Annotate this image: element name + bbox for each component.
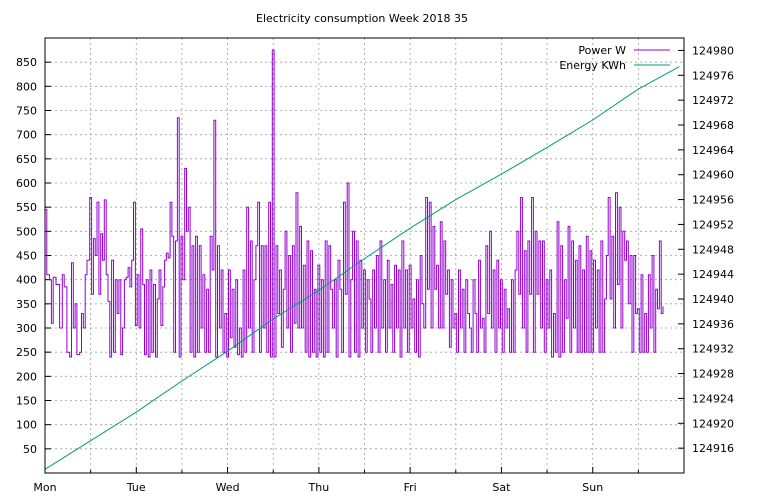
x-tick-label: Sat (492, 481, 511, 494)
y-right-tick-label: 124948 (692, 243, 734, 256)
y-right-tick-label: 124940 (692, 293, 734, 306)
y-left-tick-label: 350 (16, 298, 37, 311)
y-right-tick-label: 124972 (692, 94, 734, 107)
y-right-tick-label: 124952 (692, 218, 734, 231)
legend: Power W Energy KWh (559, 44, 670, 72)
x-tick-label: Tue (126, 481, 146, 494)
y-left-tick-label: 800 (16, 80, 37, 93)
x-tick-label: Sun (582, 481, 603, 494)
x-tick-label: Mon (33, 481, 56, 494)
x-tick-label: Thu (308, 481, 330, 494)
y-left-tick-label: 600 (16, 177, 37, 190)
chart-title: Electricity consumption Week 2018 35 (256, 12, 468, 25)
y-left-tick-label: 500 (16, 225, 37, 238)
y-left-tick-label: 50 (23, 443, 37, 456)
x-tick-label: Fri (404, 481, 417, 494)
y-right-tick-label: 124916 (692, 442, 734, 455)
y-right-tick-label: 124920 (692, 417, 734, 430)
x-axis: Mon Tue Wed Thu Fri Sat Sun (33, 467, 639, 494)
y-right-tick-label: 124932 (692, 343, 734, 356)
y-right-tick-label: 124956 (692, 194, 734, 207)
y-left-tick-label: 150 (16, 395, 37, 408)
series-line-power (45, 49, 664, 358)
y-left-tick-label: 250 (16, 346, 37, 359)
y-right-tick-label: 124964 (692, 144, 734, 157)
y-right-tick-label: 124944 (692, 268, 734, 281)
y-left-tick-label: 850 (16, 56, 37, 69)
y-right-tick-label: 124980 (692, 44, 734, 57)
y-axis-right: 124916 124920 124924 124928 124932 124936 1249… (678, 44, 734, 455)
y-axis-left: 50 100 150 200 250 300 350 400 450 500 550 600 650 70… (16, 56, 51, 456)
y-left-tick-label: 650 (16, 153, 37, 166)
y-right-tick-label: 124924 (692, 392, 734, 405)
y-right-tick-label: 124960 (692, 169, 734, 182)
y-right-tick-label: 124928 (692, 368, 734, 381)
y-left-tick-label: 100 (16, 419, 37, 432)
plot-area (44, 49, 680, 470)
x-tick-label: Wed (216, 481, 240, 494)
y-left-tick-label: 700 (16, 129, 37, 142)
y-left-tick-label: 750 (16, 105, 37, 118)
y-left-tick-label: 200 (16, 370, 37, 383)
legend-label: Power W (578, 44, 626, 57)
y-right-tick-label: 124976 (692, 69, 734, 82)
y-left-tick-label: 300 (16, 322, 37, 335)
y-left-tick-label: 550 (16, 201, 37, 214)
y-left-tick-label: 400 (16, 274, 37, 287)
series-line-energy (44, 66, 680, 470)
y-right-tick-label: 124968 (692, 119, 734, 132)
y-right-tick-label: 124936 (692, 318, 734, 331)
legend-label: Energy KWh (559, 59, 626, 72)
plot-frame (44, 37, 685, 474)
y-left-tick-label: 450 (16, 250, 37, 263)
